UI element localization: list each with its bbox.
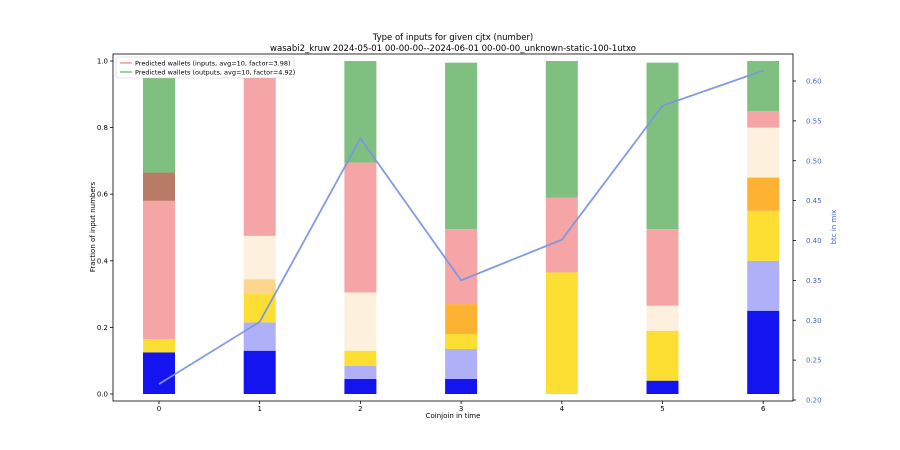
y-axis: 0.0 0.2 0.4 0.6 0.8 1.0 [97,58,113,399]
y2-tick-label-1: 0.25 [806,357,822,365]
y-tick-label-0: 0.0 [97,391,108,399]
y2-tick-label-2: 0.30 [806,317,822,325]
y2-tick-label-6: 0.50 [806,157,822,165]
legend-entry-outputs: Predicted wallets (outputs, avg=10, fact… [135,69,295,77]
bar-segment-6-6 [747,110,780,128]
y2-tick-label-5: 0.45 [806,197,822,205]
legend: Predicted wallets (inputs, avg=10, facto… [115,56,295,79]
bar-segment-3-6 [445,229,478,305]
bar-segment-6-8 [747,61,780,111]
bar-segment-6-1 [747,260,780,311]
y-tick-label-3: 0.6 [97,191,109,199]
bar-segment-5-8 [646,62,679,230]
y2-tick-label-8: 0.60 [806,78,822,86]
legend-box [115,56,295,79]
bar-segment-3-0 [445,379,478,394]
bar-segment-0-7 [143,172,175,201]
bar-segment-6-5 [747,127,780,178]
bar-segment-1-2 [243,294,276,323]
bar-segment-6-0 [747,310,780,394]
bar-segment-0-2 [143,339,175,353]
bar-segment-4-8 [545,61,578,198]
bar-segment-2-8 [344,61,377,163]
x-tick-label-0: 0 [157,405,161,413]
y2-tick-label-3: 0.35 [806,277,822,285]
bar-segment-0-0 [143,352,175,394]
bar-segment-3-1 [445,349,478,380]
bar-segment-1-1 [243,322,276,351]
y-axis-label: Fraction of input numbers [89,181,97,272]
bar-layer [143,61,780,394]
bar-segment-2-2 [344,350,377,366]
bar-segment-2-1 [344,365,377,380]
y-tick-label-1: 0.2 [97,324,108,332]
series-line-btc-in-mix [158,69,764,385]
bar-segment-0-6 [143,200,175,340]
x-axis-label: Coinjoin in time [426,412,481,420]
bar-segment-5-5 [646,305,679,331]
bar-segment-1-5 [243,235,276,280]
y2-tick-label-0: 0.20 [806,397,822,405]
bar-segment-5-2 [646,330,679,381]
bar-segment-6-3 [747,177,780,211]
y2-axis: 0.20 0.25 0.30 0.35 0.40 0.45 0.50 0.55 0.60 [793,78,822,405]
bar-segment-3-2 [445,334,478,350]
y2-tick-label-7: 0.55 [806,117,822,125]
bar-segment-1-6 [243,77,276,236]
bar-segment-2-6 [344,162,377,293]
x-tick-label-5: 5 [660,405,664,413]
y-tick-label-4: 0.8 [97,124,108,132]
bar-segment-5-0 [646,380,679,394]
x-tick-label-1: 1 [257,405,261,413]
x-tick-label-6: 6 [761,405,766,413]
x-axis: 0 1 2 3 4 5 6 [157,401,766,413]
bar-segment-3-3 [445,304,478,335]
bar-segment-2-5 [344,292,377,351]
bar-segment-0-8 [143,77,175,173]
y-tick-label-2: 0.4 [97,257,109,265]
bar-segment-5-6 [646,229,679,306]
bar-segment-2-0 [344,379,377,394]
x-tick-label-4: 4 [560,405,565,413]
chart-title-line2: wasabi2_kruw 2024-05-01 00-00-00--2024-0… [270,44,636,54]
bar-segment-4-6 [545,197,578,273]
bar-segment-3-8 [445,62,478,230]
bar-segment-1-0 [243,350,276,394]
plot-frame [112,53,794,402]
y2-axis-label: btc in mix [830,210,838,245]
line-layer [158,69,764,385]
x-tick-label-3: 3 [459,405,463,413]
y-tick-label-5: 1.0 [97,58,108,66]
bar-segment-1-4 [243,279,276,295]
x-tick-label-2: 2 [358,405,362,413]
bar-segment-6-2 [747,210,780,261]
legend-entry-inputs: Predicted wallets (inputs, avg=10, facto… [135,60,291,68]
chart-title-line1: Type of inputs for given cjtx (number) [372,33,534,43]
y2-tick-label-4: 0.40 [806,237,822,245]
bar-segment-4-2 [545,272,578,394]
